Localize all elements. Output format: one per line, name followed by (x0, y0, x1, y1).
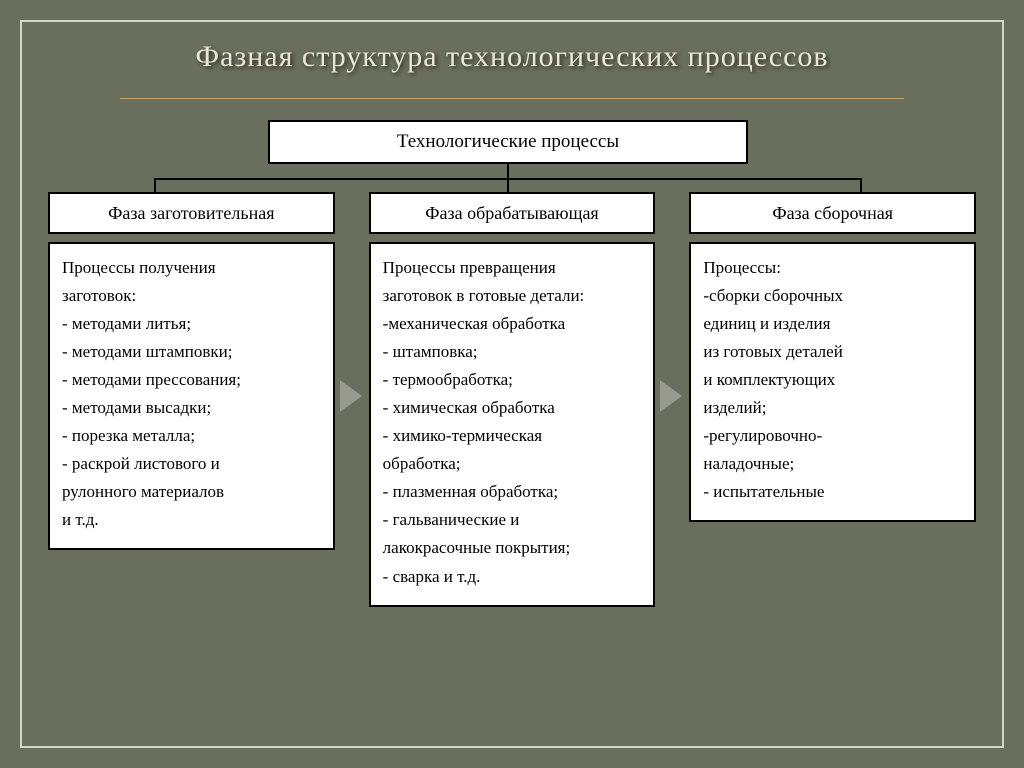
phase-header-label: Фаза обрабатывающая (425, 203, 598, 224)
phase-header: Фаза сборочная (689, 192, 976, 234)
connector (507, 178, 509, 192)
root-node: Технологические процессы (268, 120, 748, 164)
phase-body: Процессы превращения заготовок в готовые… (369, 242, 656, 607)
phase-header-label: Фаза сборочная (772, 203, 893, 224)
phase-header-label: Фаза заготовительная (108, 203, 274, 224)
diagram: Технологические процессы Фаза заготовите… (48, 120, 976, 738)
title-container: Фазная структура технологических процесс… (80, 40, 944, 74)
phase-column-3: Фаза сборочная Процессы: -сборки сборочн… (689, 192, 976, 738)
columns-row: Фаза заготовительная Процессы получения … (48, 192, 976, 738)
connector (154, 178, 156, 192)
phase-header: Фаза заготовительная (48, 192, 335, 234)
phase-body: Процессы: -сборки сборочных единиц и изд… (689, 242, 976, 522)
root-node-label: Технологические процессы (397, 131, 619, 153)
title-underline (120, 98, 904, 99)
phase-header: Фаза обрабатывающая (369, 192, 656, 234)
phase-column-1: Фаза заготовительная Процессы получения … (48, 192, 335, 738)
phase-body: Процессы получения заготовок: - методами… (48, 242, 335, 550)
slide-title: Фазная структура технологических процесс… (80, 40, 944, 74)
phase-column-2: Фаза обрабатывающая Процессы превращения… (369, 192, 656, 738)
connector (860, 178, 862, 192)
